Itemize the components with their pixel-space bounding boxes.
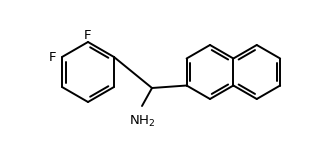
Text: NH$_2$: NH$_2$ [129, 114, 155, 129]
Text: F: F [84, 28, 92, 41]
Text: F: F [48, 50, 56, 63]
